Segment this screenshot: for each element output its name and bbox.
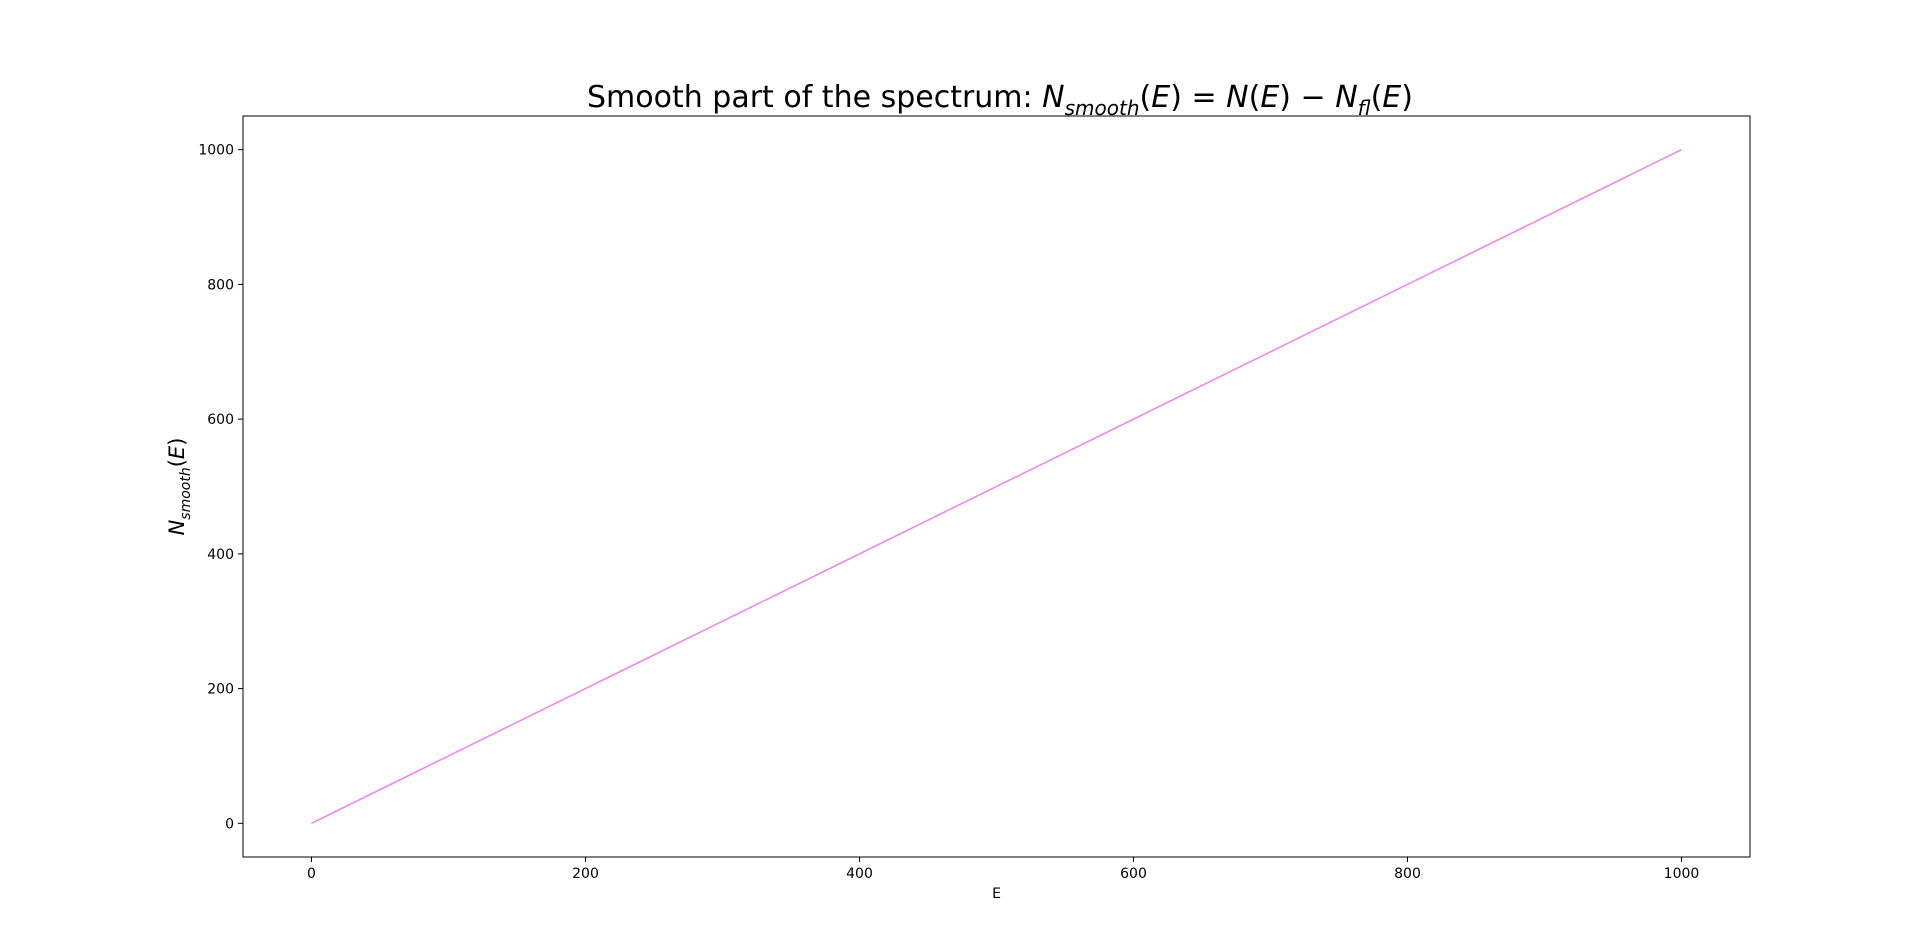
plot-area [242,115,1751,858]
x-tick-label: 1000 [1664,866,1700,882]
y-tick-label: 1000 [198,143,234,159]
y-tick-label: 600 [207,412,234,428]
x-tick-label: 400 [846,866,873,882]
x-axis: 0 200 400 600 800 1000 [307,857,1699,882]
x-tick-label: 800 [1394,866,1421,882]
y-tick-label: 0 [225,816,234,832]
y-tick-label: 400 [207,547,234,563]
chart-title-prefix: Smooth part of the spectrum: [587,80,1042,115]
x-tick-label: 0 [307,866,316,882]
x-tick-label: 200 [572,866,599,882]
x-axis-label: E [992,886,1001,902]
y-axis-label: Nsmooth(E) [165,438,194,536]
x-tick-label: 600 [1120,866,1147,882]
y-tick-label: 200 [207,682,234,698]
y-axis-label-group: Nsmooth(E) [165,438,194,536]
y-axis: 0 200 400 600 800 1000 [198,143,243,832]
series-layer [311,149,1682,824]
chart-title: Smooth part of the spectrum: Nsmooth(E) … [587,80,1413,120]
y-tick-label: 800 [207,277,234,293]
series-line [311,149,1682,824]
